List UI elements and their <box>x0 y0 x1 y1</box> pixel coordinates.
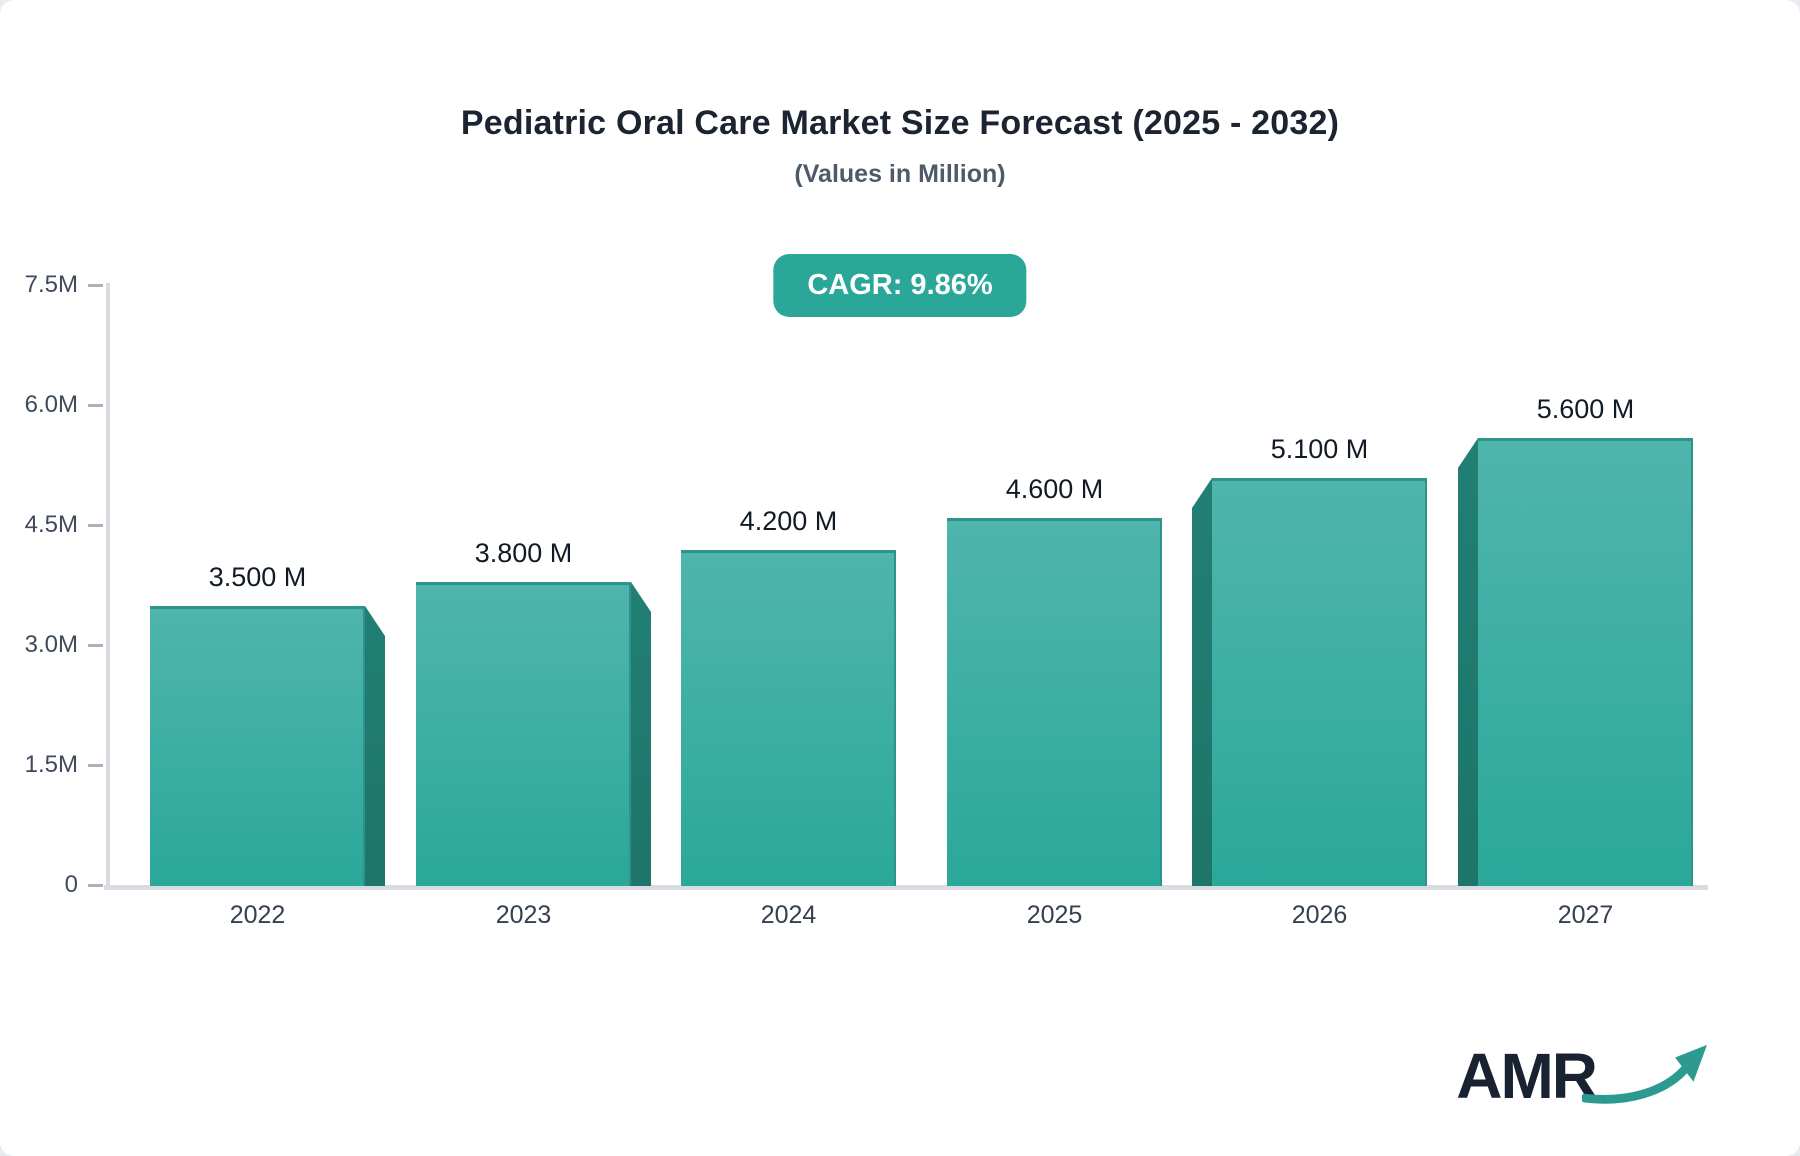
x-axis-label: 2024 <box>760 901 817 929</box>
bar-2022 <box>150 606 365 886</box>
bar-2027 <box>1478 438 1693 886</box>
bar-2026 <box>1212 478 1427 886</box>
x-axis-label: 2023 <box>495 901 552 929</box>
cagr-badge: CAGR: 9.86% <box>773 254 1027 317</box>
y-tick-label: 4.5M <box>24 511 78 538</box>
amr-logo-text: AMR <box>1456 1040 1598 1113</box>
growth-arrow-icon <box>1580 1039 1708 1110</box>
y-tick-mark <box>88 284 103 287</box>
y-tick-label: 1.5M <box>24 751 78 778</box>
bar-value-label: 4.600 M <box>1005 474 1104 504</box>
y-axis-line <box>106 283 110 890</box>
bar-value-label: 5.600 M <box>1536 394 1635 424</box>
y-tick-label: 3.0M <box>24 631 78 658</box>
bar-bevel-right <box>631 582 651 886</box>
bar-bevel-right <box>365 606 385 886</box>
bar-value-label: 3.800 M <box>474 538 573 568</box>
x-axis-label: 2022 <box>229 901 286 929</box>
y-tick-mark <box>88 524 103 527</box>
bar-value-label: 4.200 M <box>739 506 838 536</box>
y-tick-mark <box>88 644 103 647</box>
y-tick-mark <box>88 884 103 887</box>
chart-subtitle: (Values in Million) <box>794 160 1006 188</box>
y-tick-label: 7.5M <box>24 271 78 298</box>
bar-value-label: 3.500 M <box>208 562 307 592</box>
bar-2024 <box>681 550 896 886</box>
x-axis-baseline <box>104 885 1708 890</box>
x-axis-label: 2026 <box>1291 901 1348 929</box>
bar-2025 <box>947 518 1162 886</box>
bar-value-label: 5.100 M <box>1270 434 1369 464</box>
chart-title: Pediatric Oral Care Market Size Forecast… <box>460 104 1340 142</box>
bar-bevel-left <box>1192 478 1212 886</box>
x-axis-label: 2027 <box>1557 901 1614 929</box>
y-tick-mark <box>88 764 103 767</box>
bar-bevel-left <box>1458 438 1478 886</box>
y-tick-label: 6.0M <box>24 391 78 418</box>
y-tick-label: 0 <box>64 871 78 898</box>
amr-logo: AMR <box>1456 1039 1708 1113</box>
y-tick-mark <box>88 404 103 407</box>
x-axis-label: 2025 <box>1026 901 1083 929</box>
bar-2023 <box>416 582 631 886</box>
